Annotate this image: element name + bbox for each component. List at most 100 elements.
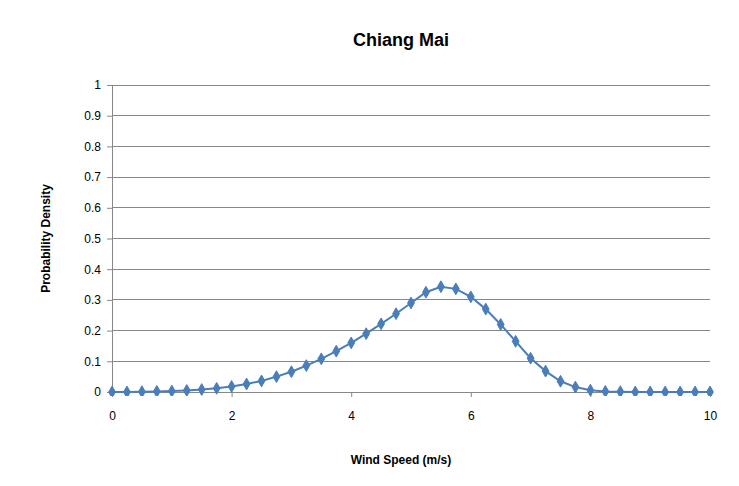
x-tick-label: 4	[348, 409, 355, 423]
marker	[258, 375, 265, 387]
y-tick: 0.6	[84, 201, 112, 215]
marker	[662, 386, 669, 396]
y-tick-mark	[107, 361, 112, 362]
grid-line	[112, 269, 710, 270]
grid-line	[112, 146, 710, 147]
marker	[527, 352, 534, 364]
marker	[213, 382, 220, 394]
y-axis: 0 0.1 0.2 0.3 0.4 0.5 0.6 0.7 0.8 0.9 1	[84, 78, 112, 399]
y-tick-label: 0.3	[84, 293, 101, 307]
y-tick-mark	[107, 300, 112, 301]
marker	[572, 381, 579, 393]
marker	[632, 386, 639, 396]
marker	[109, 386, 116, 396]
x-tick-label: 0	[109, 409, 116, 423]
plot-area	[109, 281, 714, 396]
marker	[438, 281, 445, 293]
y-tick-label: 0.1	[84, 355, 101, 369]
x-tick: 10	[704, 392, 718, 423]
y-tick-label: 0.4	[84, 263, 101, 277]
y-tick-label: 0	[94, 385, 101, 399]
x-tick: 4	[348, 392, 355, 423]
grid	[112, 85, 710, 392]
y-tick-mark	[107, 116, 112, 117]
marker	[378, 318, 385, 330]
x-tick-label: 8	[588, 409, 595, 423]
grid-line	[112, 238, 710, 239]
marker	[273, 371, 280, 383]
y-tick: 0.8	[84, 140, 112, 154]
grid-line	[112, 115, 710, 116]
marker	[677, 386, 684, 396]
y-tick-label: 0.7	[84, 170, 101, 184]
y-tick: 0.5	[84, 232, 112, 246]
marker	[348, 337, 355, 349]
y-tick-label: 0.5	[84, 232, 101, 246]
y-tick: 1	[94, 78, 112, 92]
marker	[243, 378, 250, 390]
y-tick: 0.9	[84, 109, 112, 123]
y-tick-mark	[107, 146, 112, 147]
x-tick: 6	[468, 392, 475, 423]
marker	[542, 365, 549, 377]
y-tick-mark	[107, 239, 112, 240]
y-axis-line	[107, 86, 113, 393]
marker	[512, 335, 519, 347]
y-tick: 0.4	[84, 263, 112, 277]
marker	[228, 381, 235, 393]
marker	[482, 303, 489, 315]
x-tick-label: 6	[468, 409, 475, 423]
marker	[497, 319, 504, 331]
grid-line	[112, 85, 710, 86]
y-tick-label: 0.8	[84, 140, 101, 154]
y-tick-label: 0.2	[84, 324, 101, 338]
marker	[452, 283, 459, 295]
chart: 00.10.20.30.40.50.60.70.80.910246810Chia…	[0, 0, 739, 486]
y-tick-mark	[107, 208, 112, 209]
x-axis: 0 2 4 6 8 10	[109, 392, 717, 423]
marker	[557, 375, 564, 387]
y-tick-mark	[107, 85, 112, 86]
marker	[467, 291, 474, 303]
marker	[692, 386, 699, 396]
y-tick: 0.1	[84, 355, 112, 369]
marker	[707, 386, 714, 396]
marker	[602, 386, 609, 397]
markers	[109, 281, 714, 396]
y-axis-title: Probability Density	[39, 184, 53, 293]
y-tick-mark	[107, 331, 112, 332]
y-tick-mark	[107, 177, 112, 178]
marker	[318, 353, 325, 365]
grid-line	[112, 177, 710, 178]
marker	[647, 386, 654, 396]
x-tick-mark	[351, 392, 352, 397]
marker	[393, 308, 400, 320]
marker	[423, 286, 430, 298]
marker	[153, 386, 160, 397]
y-tick: 0.7	[84, 170, 112, 184]
marker	[617, 386, 624, 396]
x-tick: 0	[109, 392, 116, 423]
x-tick: 8	[588, 392, 595, 423]
y-tick-mark	[107, 269, 112, 270]
marker	[124, 386, 131, 396]
marker	[363, 328, 370, 340]
x-tick-mark	[471, 392, 472, 397]
grid-line	[112, 207, 710, 208]
marker	[198, 384, 205, 396]
x-tick: 2	[229, 392, 236, 423]
grid-line	[112, 330, 710, 331]
grid-line	[112, 361, 710, 362]
marker	[408, 297, 415, 309]
x-axis-title: Wind Speed (m/s)	[351, 453, 452, 467]
marker	[139, 386, 146, 396]
y-tick-label: 1	[94, 78, 101, 92]
x-tick-label: 2	[229, 409, 236, 423]
marker	[587, 384, 594, 396]
marker	[333, 345, 340, 357]
x-tick-label: 10	[704, 409, 718, 423]
series-line	[112, 287, 710, 392]
marker	[183, 385, 190, 396]
marker	[288, 366, 295, 378]
marker	[168, 385, 175, 396]
